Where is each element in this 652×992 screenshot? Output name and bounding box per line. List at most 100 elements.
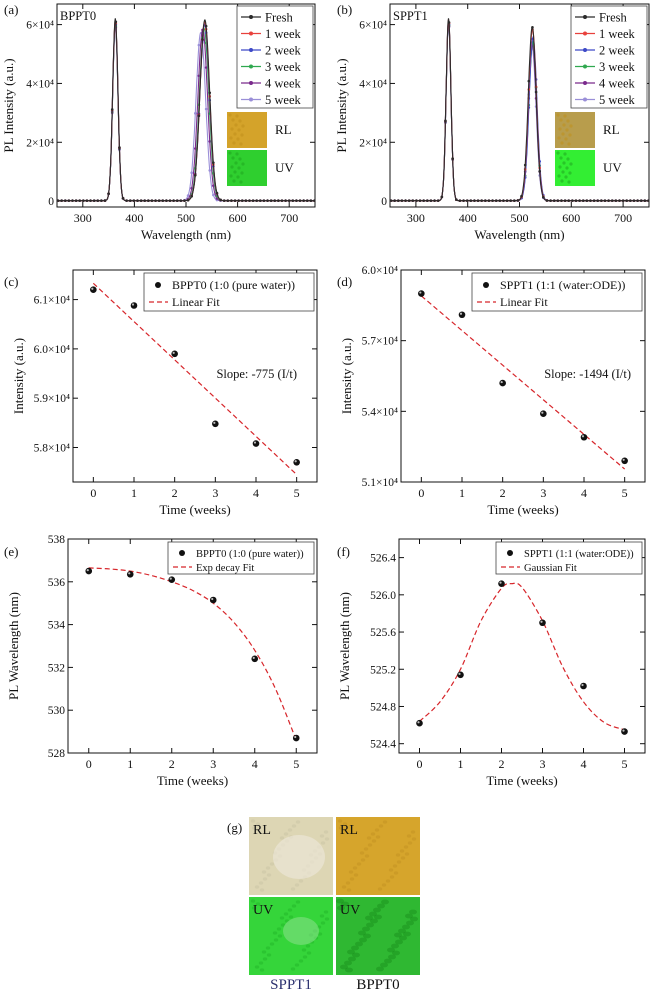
photo-texture xyxy=(261,870,267,874)
photo-texture xyxy=(374,828,380,832)
series-marker xyxy=(96,199,100,202)
inset-texture xyxy=(557,174,561,178)
photo-texture xyxy=(305,944,311,948)
y-tick-label: 2×10⁴ xyxy=(26,137,54,149)
series-marker xyxy=(505,199,509,202)
photo-texture xyxy=(258,881,264,885)
photo-texture xyxy=(410,916,418,922)
x-tick-label: 500 xyxy=(511,211,529,225)
inset-texture xyxy=(241,162,245,166)
series-marker xyxy=(226,199,230,202)
photo-texture xyxy=(298,959,304,963)
series-marker xyxy=(100,199,103,202)
photo-texture xyxy=(347,949,355,955)
photo-texture xyxy=(359,851,365,855)
series-marker xyxy=(139,199,143,202)
data-point xyxy=(539,619,546,627)
inset-texture xyxy=(569,162,573,166)
x-tick-label: 4 xyxy=(253,486,259,500)
legend-entry: 1 week xyxy=(265,27,301,41)
photo-texture xyxy=(391,943,399,949)
series-marker xyxy=(197,43,201,47)
series-marker xyxy=(197,114,201,118)
photo-texture xyxy=(287,908,293,912)
y-tick-label: 0 xyxy=(381,196,387,208)
y-tick-label: 534 xyxy=(48,620,66,632)
x-tick-label: 3 xyxy=(540,757,546,771)
photo-texture xyxy=(250,899,256,903)
photo-texture xyxy=(288,915,294,919)
series-marker xyxy=(647,199,649,202)
series-marker xyxy=(212,184,215,187)
legend: Fresh 1 week 2 week 3 week 4 week 5 week xyxy=(570,5,648,109)
series-marker xyxy=(585,199,589,202)
inset-texture xyxy=(561,132,565,136)
x-axis-label: Wavelength (nm) xyxy=(474,227,564,242)
plot-area xyxy=(85,567,300,742)
legend-marker xyxy=(583,15,587,19)
sample-name: BPPT0 xyxy=(356,977,399,992)
data-point xyxy=(292,734,300,742)
legend-entry: 5 week xyxy=(599,93,635,107)
photo-texture xyxy=(352,866,358,870)
series-marker xyxy=(67,199,71,202)
inset-texture xyxy=(563,114,567,118)
panel-label: (e) xyxy=(4,544,18,559)
legend-entry: Fresh xyxy=(265,11,294,25)
series-marker xyxy=(415,199,418,202)
series-marker xyxy=(494,199,498,202)
series-marker xyxy=(552,199,556,202)
series-marker xyxy=(204,107,208,111)
inset-texture xyxy=(241,124,245,128)
series-marker xyxy=(201,38,204,41)
inset-texture xyxy=(228,113,232,117)
series-marker xyxy=(407,199,411,202)
x-tick-label: 2 xyxy=(169,757,175,771)
photo-texture xyxy=(363,933,371,939)
legend-marker xyxy=(249,48,253,52)
data-point-highlight xyxy=(253,441,257,444)
legend-entry: BPPT0 (1:0 (pure water)) xyxy=(196,549,304,560)
series-marker xyxy=(618,199,621,202)
series-marker xyxy=(219,198,222,202)
y-tick-label: 6×10⁴ xyxy=(359,20,387,32)
inset-texture xyxy=(560,141,564,145)
series-marker xyxy=(538,169,542,173)
inset-texture xyxy=(229,136,233,140)
photo-texture xyxy=(259,888,265,892)
panel-label: (a) xyxy=(4,2,18,17)
photo-texture xyxy=(376,966,384,972)
photo-texture xyxy=(406,834,412,838)
y-tick-label: 6×10⁴ xyxy=(26,20,54,32)
photo-texture xyxy=(388,954,396,960)
x-tick-label: 5 xyxy=(294,486,300,500)
series-marker xyxy=(277,199,280,202)
data-point xyxy=(126,571,134,578)
photo-texture xyxy=(374,914,382,920)
photo-texture xyxy=(320,921,326,925)
series-marker xyxy=(607,199,610,202)
series-marker xyxy=(469,199,473,202)
inset-texture xyxy=(558,165,562,169)
y-tick-label: 6.0×10⁴ xyxy=(362,265,398,277)
photo-texture xyxy=(273,835,325,879)
photo-texture xyxy=(381,899,389,905)
plot-frame xyxy=(400,269,646,483)
legend-marker xyxy=(155,282,161,288)
legend: BPPT0 (1:0 (pure water)) Linear Fit xyxy=(143,272,315,312)
series-marker xyxy=(581,199,585,202)
y-tick-label: 526.4 xyxy=(370,553,396,565)
series-marker xyxy=(429,199,433,202)
legend-marker xyxy=(249,81,253,85)
fit-line xyxy=(420,295,626,470)
photo-texture xyxy=(336,898,344,904)
legend-marker xyxy=(179,550,185,556)
inset-texture xyxy=(569,124,573,128)
series-marker xyxy=(125,199,128,202)
y-tick-label: 524.8 xyxy=(370,701,396,713)
plot-area xyxy=(390,18,649,202)
inset-texture xyxy=(566,157,570,161)
photo-texture xyxy=(250,819,256,823)
data-point xyxy=(90,286,97,294)
panel-label: (g) xyxy=(227,820,242,835)
